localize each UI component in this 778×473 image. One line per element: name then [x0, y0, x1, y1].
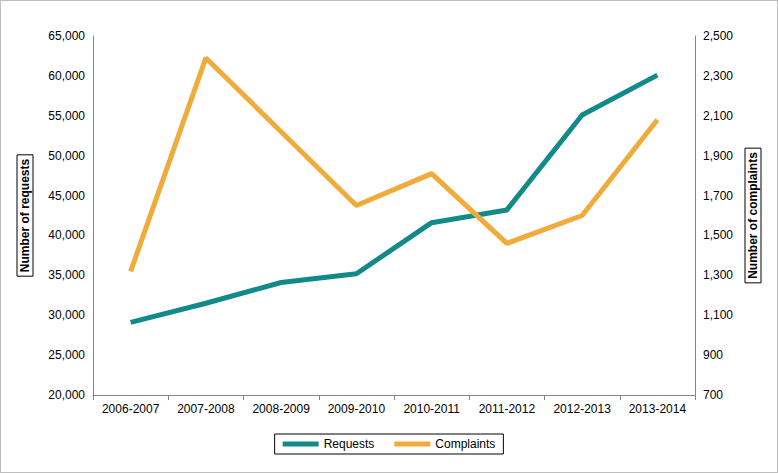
svg-text:60,000: 60,000: [48, 69, 85, 83]
svg-text:50,000: 50,000: [48, 149, 85, 163]
svg-text:1,500: 1,500: [703, 228, 733, 242]
svg-text:30,000: 30,000: [48, 308, 85, 322]
svg-text:25,000: 25,000: [48, 348, 85, 362]
svg-text:Requests: Requests: [324, 437, 375, 451]
svg-text:1,300: 1,300: [703, 268, 733, 282]
svg-text:1,700: 1,700: [703, 189, 733, 203]
svg-text:2012-2013: 2012-2013: [553, 402, 611, 416]
svg-text:2007-2008: 2007-2008: [177, 402, 235, 416]
svg-text:2,500: 2,500: [703, 29, 733, 43]
svg-text:2,100: 2,100: [703, 109, 733, 123]
svg-text:40,000: 40,000: [48, 228, 85, 242]
svg-text:2008-2009: 2008-2009: [252, 402, 310, 416]
svg-text:35,000: 35,000: [48, 268, 85, 282]
svg-text:2011-2012: 2011-2012: [479, 402, 536, 416]
svg-text:55,000: 55,000: [48, 109, 85, 123]
svg-text:Complaints: Complaints: [435, 437, 495, 451]
svg-text:2013-2014: 2013-2014: [629, 402, 687, 416]
svg-text:2009-2010: 2009-2010: [328, 402, 386, 416]
svg-text:65,000: 65,000: [48, 29, 85, 43]
svg-text:45,000: 45,000: [48, 189, 85, 203]
svg-text:20,000: 20,000: [48, 388, 85, 402]
svg-text:Number of requests: Number of requests: [18, 158, 32, 272]
svg-text:Number of complaints: Number of complaints: [746, 152, 760, 279]
svg-text:2006-2007: 2006-2007: [102, 402, 160, 416]
svg-text:1,900: 1,900: [703, 149, 733, 163]
svg-text:700: 700: [703, 388, 723, 402]
svg-text:2010-2011: 2010-2011: [403, 402, 460, 416]
svg-text:1,100: 1,100: [703, 308, 733, 322]
svg-text:900: 900: [703, 348, 723, 362]
svg-text:2,300: 2,300: [703, 69, 733, 83]
